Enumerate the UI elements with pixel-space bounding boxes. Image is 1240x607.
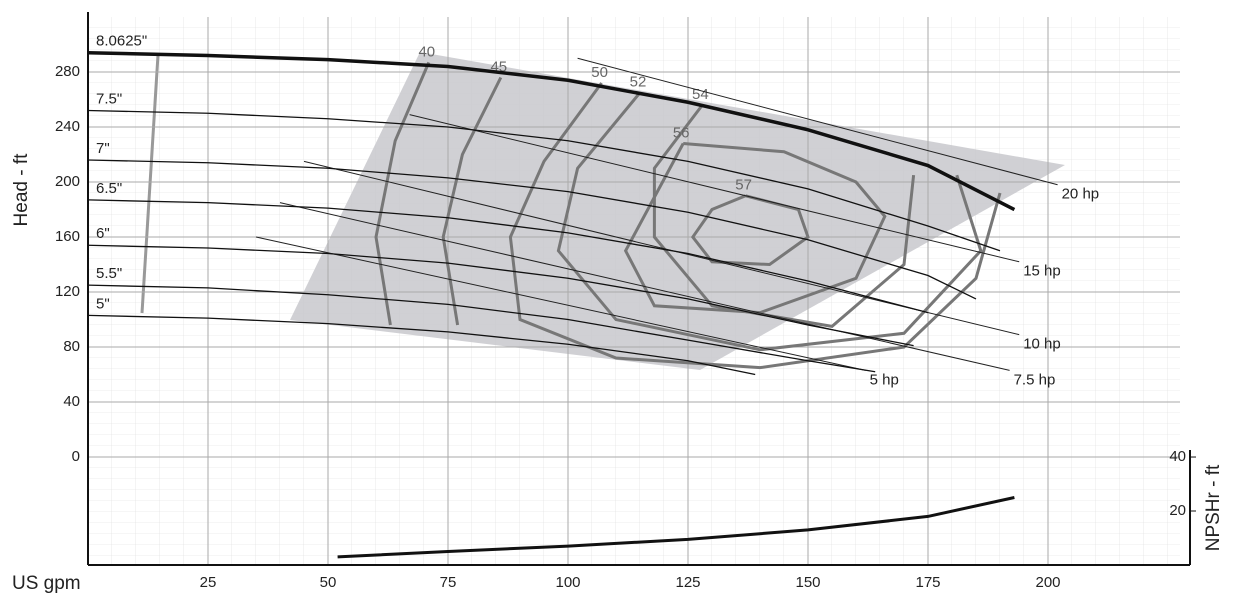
power-label: 7.5 hp xyxy=(1014,371,1056,388)
y-axis-label: Head - ft xyxy=(11,153,32,227)
efficiency-label: 40 xyxy=(418,43,435,60)
power-line xyxy=(255,236,866,371)
y2-tick-label: 20 xyxy=(1169,502,1186,519)
impeller-label: 6" xyxy=(96,225,110,242)
x-tick-label: 150 xyxy=(795,574,820,591)
efficiency-label: 50 xyxy=(591,64,608,81)
y2-tick-label: 40 xyxy=(1169,448,1186,465)
impeller-curve xyxy=(87,159,977,300)
y-tick-label: 200 xyxy=(55,173,80,190)
x-tick-label: 100 xyxy=(555,574,580,591)
power-label: 20 hp xyxy=(1062,186,1100,203)
efficiency-contour xyxy=(374,61,431,326)
power-line xyxy=(577,57,1058,186)
efficiency-contour xyxy=(556,91,983,352)
y-tick-label: 280 xyxy=(55,63,80,80)
efficiency-label: 52 xyxy=(630,74,647,91)
efficiency-contour xyxy=(690,194,810,267)
y-tick-label: 0 xyxy=(72,448,80,465)
impeller-curve xyxy=(87,109,1001,252)
x-tick-label: 175 xyxy=(915,574,940,591)
impeller-label: 5.5" xyxy=(96,265,122,282)
efficiency-label: 57 xyxy=(735,177,752,194)
impeller-label: 7" xyxy=(96,140,110,157)
y-tick-label: 80 xyxy=(63,338,80,355)
efficiency-contour xyxy=(508,82,1002,370)
x-tick-label: 125 xyxy=(675,574,700,591)
y-tick-label: 160 xyxy=(55,228,80,245)
power-label: 5 hp xyxy=(870,371,899,388)
efficiency-label: 54 xyxy=(692,86,709,103)
x-tick-label: 50 xyxy=(320,574,337,591)
efficiency-contour xyxy=(623,142,887,315)
efficiency-label: 56 xyxy=(673,124,690,141)
npshr-curve xyxy=(337,496,1015,559)
impeller-label: 5" xyxy=(96,295,110,312)
power-line xyxy=(279,202,1010,371)
min-flow-line xyxy=(140,54,160,314)
y-tick-label: 120 xyxy=(55,283,80,300)
impeller-curve xyxy=(87,244,914,347)
power-label: 10 hp xyxy=(1023,336,1061,353)
y2-axis-label: NPSHr - ft xyxy=(1203,464,1224,551)
y-tick-label: 40 xyxy=(63,393,80,410)
x-tick-label: 25 xyxy=(200,574,217,591)
impeller-curve xyxy=(87,284,876,373)
efficiency-contour xyxy=(441,76,503,326)
impeller-label: 6.5" xyxy=(96,180,122,197)
impeller-label: 7.5" xyxy=(96,90,122,107)
y-tick-label: 240 xyxy=(55,118,80,135)
efficiency-contour xyxy=(652,104,916,329)
power-label: 15 hp xyxy=(1023,263,1061,280)
impeller-curve xyxy=(87,199,929,314)
x-axis-label: US gpm xyxy=(12,573,81,594)
impeller-label: 8.0625" xyxy=(96,33,147,50)
impeller-curve xyxy=(87,51,1016,212)
x-tick-label: 75 xyxy=(440,574,457,591)
x-tick-label: 200 xyxy=(1035,574,1060,591)
power-line xyxy=(409,114,1020,263)
impeller-curve xyxy=(87,314,756,376)
